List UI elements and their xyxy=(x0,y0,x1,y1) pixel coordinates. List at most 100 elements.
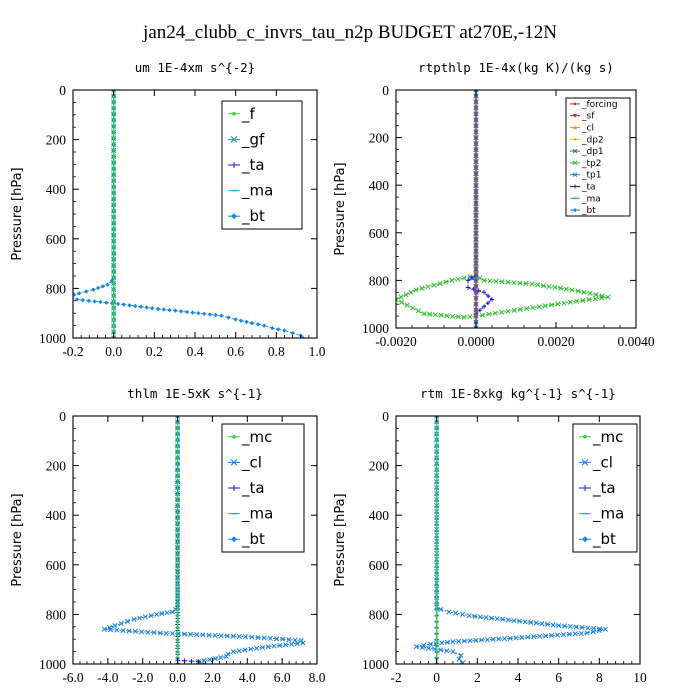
data-point xyxy=(104,300,108,304)
legend-marker xyxy=(574,138,576,140)
legend-label: _ma xyxy=(241,182,273,201)
y-axis-label: Pressure [hPa] xyxy=(333,162,348,255)
legend-label: _gf xyxy=(241,130,265,149)
data-point xyxy=(179,309,183,313)
panel-title: rtpthlp 1E-4x(kg K)/(kg s) xyxy=(418,60,614,75)
legend-label: _ta xyxy=(592,479,616,498)
data-point xyxy=(426,285,430,289)
data-point xyxy=(190,310,194,314)
data-point xyxy=(485,637,489,641)
legend-label: _dp1 xyxy=(581,147,604,157)
data-point xyxy=(466,278,470,282)
x-tick-label: -6.0 xyxy=(62,670,84,685)
data-point xyxy=(237,634,241,638)
panel-2: rtpthlp 1E-4x(kg K)/(kg s) Pressure [hPa]… xyxy=(333,60,655,349)
data-point xyxy=(478,276,482,280)
data-point xyxy=(453,611,457,615)
legend-label: _bt xyxy=(592,530,616,549)
data-point xyxy=(170,631,174,635)
data-point xyxy=(466,285,470,289)
data-point xyxy=(568,300,572,304)
y-tick-label: 0 xyxy=(59,409,66,424)
legend-marker xyxy=(232,112,235,115)
y-tick-label: 600 xyxy=(369,558,390,573)
data-point xyxy=(405,303,409,307)
legend-label: _sf xyxy=(581,112,595,122)
panel-title: thlm 1E-5xK s^{-1} xyxy=(127,386,262,401)
legend-label: _cl xyxy=(581,124,594,134)
y-tick-label: 1000 xyxy=(39,657,66,672)
data-point xyxy=(494,279,498,283)
data-point xyxy=(451,649,455,653)
data-point xyxy=(520,635,524,639)
data-point xyxy=(579,631,583,635)
x-tick-label: 4 xyxy=(515,670,522,685)
data-point xyxy=(282,328,286,332)
panels-container: um 1E-4xm s^{-2} Pressure [hPa] -0.2 0.0 0.2… xyxy=(10,60,655,685)
data-point xyxy=(540,622,544,626)
y-tick-label: 200 xyxy=(369,131,390,146)
data-point xyxy=(77,291,81,295)
data-point xyxy=(289,642,293,646)
data-point xyxy=(219,655,223,659)
data-point xyxy=(551,623,555,627)
data-point xyxy=(588,291,592,295)
y-axis-label: Pressure [hPa] xyxy=(333,493,348,586)
panel-title: rtm 1E-8xkg kg^{-1} s^{-1} xyxy=(420,386,616,401)
data-point xyxy=(447,610,451,614)
data-point xyxy=(586,626,590,630)
legend: _forcing _sf _cl_dp2 _dp1 _tp2 _tp1 _ta_ma _bt xyxy=(566,98,630,216)
x-tick-label: 0.0000 xyxy=(457,334,494,349)
data-point xyxy=(416,309,420,313)
x-tick-label: 0.0 xyxy=(169,670,186,685)
y-tick-label: 800 xyxy=(46,607,67,622)
y-tick-label: 400 xyxy=(46,182,67,197)
legend-label: _bt xyxy=(241,207,265,226)
data-point xyxy=(603,627,607,631)
data-point xyxy=(440,641,444,645)
data-point xyxy=(399,295,403,299)
data-point xyxy=(122,302,126,306)
y-axis-label: Pressure [hPa] xyxy=(10,167,25,260)
y-tick-label: 800 xyxy=(369,607,390,622)
y-tick-label: 1000 xyxy=(362,321,389,336)
data-point xyxy=(173,309,177,313)
y-tick-label: 800 xyxy=(46,281,67,296)
legend-marker xyxy=(574,103,576,105)
data-point xyxy=(144,305,148,309)
data-point xyxy=(167,308,171,312)
y-axis-label: Pressure [hPa] xyxy=(10,493,25,586)
x-tick-label: 4.0 xyxy=(239,670,256,685)
legend: _f_gf_ta_ma_bt xyxy=(222,101,302,229)
data-point xyxy=(460,612,464,616)
legend-label: _mc xyxy=(241,428,272,447)
data-point xyxy=(450,314,454,318)
legend: _mc_cl_ta_ma_bt xyxy=(222,424,304,552)
data-point xyxy=(468,638,472,642)
data-point xyxy=(239,318,243,322)
y-tick-label: 600 xyxy=(46,232,67,247)
figure-title: jan24_clubb_c_invrs_tau_n2p BUDGET at270… xyxy=(142,22,557,43)
y-tick-label: 400 xyxy=(369,508,390,523)
x-tick-label: 6.0 xyxy=(274,670,291,685)
legend-label: _ma xyxy=(592,505,624,524)
data-point xyxy=(568,624,572,628)
data-point xyxy=(213,313,217,317)
data-point xyxy=(165,611,169,615)
y-tick-label: 600 xyxy=(369,226,390,241)
data-point xyxy=(139,630,143,634)
data-point xyxy=(499,310,503,314)
data-point xyxy=(84,289,88,293)
data-point xyxy=(262,323,266,327)
legend-marker xyxy=(232,435,235,438)
legend-label: _cl xyxy=(241,453,262,472)
legend-label: _f xyxy=(241,105,256,124)
data-point xyxy=(162,307,166,311)
data-point xyxy=(98,300,102,304)
y-tick-label: 600 xyxy=(46,558,67,573)
series-ta xyxy=(175,414,214,666)
data-point xyxy=(555,633,559,637)
x-tick-label: 0.0 xyxy=(105,344,122,359)
data-point xyxy=(202,312,206,316)
y-tick-label: 400 xyxy=(369,178,390,193)
